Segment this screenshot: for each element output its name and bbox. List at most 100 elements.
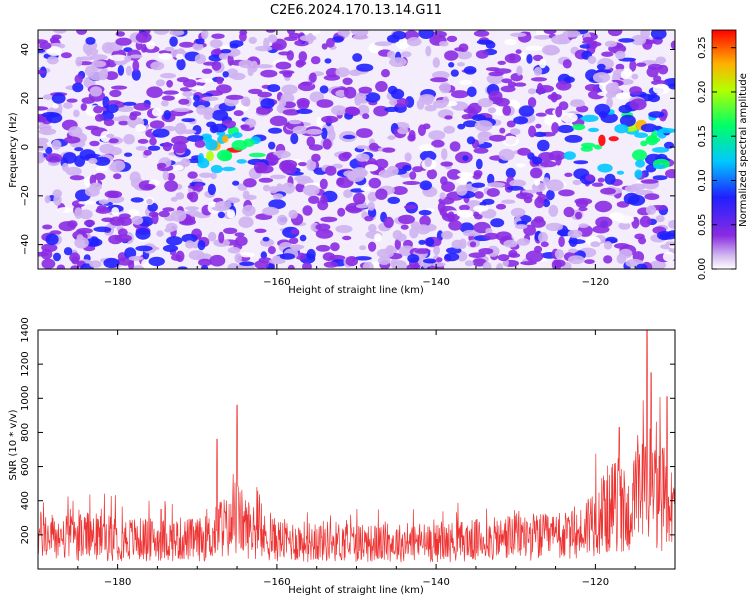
- spectrogram-cell: [441, 230, 453, 240]
- spectrogram-cell: [260, 69, 278, 78]
- spectrogram-cell: [173, 164, 184, 171]
- spectrogram-cell: [463, 120, 478, 128]
- spectrogram-cell: [239, 252, 255, 258]
- spectrogram-cell: [456, 50, 472, 60]
- spectrogram-cell: [41, 111, 60, 118]
- spectrogram-cell: [546, 179, 564, 192]
- spectrogram-cell: [558, 101, 569, 111]
- snr-x-axis: −180 −160 −140 −120: [37, 330, 676, 588]
- spectrogram-cell: [68, 126, 83, 137]
- spectrogram-cell: [519, 52, 526, 60]
- spectrogram-cell: [268, 199, 286, 210]
- spectrogram-cell: [391, 260, 408, 269]
- spectrogram-cell: [616, 201, 630, 208]
- spectrogram-cell: [233, 110, 244, 117]
- spectrogram-cell: [550, 91, 558, 103]
- spectrogram-cell: [130, 197, 144, 203]
- spectrogram-cell: [418, 124, 426, 136]
- spectrogram-cell: [177, 266, 188, 269]
- spectrogram-cell: [57, 207, 74, 213]
- spectrogram-cell: [255, 64, 273, 69]
- spectrogram-cell: [175, 192, 185, 200]
- spectrogram-cell: [104, 190, 120, 198]
- spectrogram-cell: [181, 129, 197, 134]
- spectrogram-cell: [485, 67, 500, 72]
- spectrogram-cell: [443, 125, 456, 134]
- spectrogram-cell: [137, 138, 149, 144]
- spectrogram-cell: [533, 131, 547, 137]
- spectrogram-cell: [153, 30, 170, 35]
- spectrogram-cell: [195, 38, 205, 45]
- spectrogram-cell: [539, 58, 547, 69]
- spectrogram-cell: [151, 107, 162, 117]
- spectrogram-cell: [587, 55, 597, 64]
- spectrogram-cell: [576, 105, 589, 113]
- spectrogram-cell: [532, 156, 543, 165]
- spectrogram-cell: [179, 41, 195, 48]
- spectrogram-cell: [267, 246, 276, 255]
- spectrogram-cell: [231, 140, 248, 151]
- spectrogram-cell: [102, 96, 110, 109]
- spectrogram-cell: [473, 205, 489, 212]
- spectrogram-cell: [72, 82, 84, 93]
- spectrogram-cell: [516, 192, 534, 200]
- spectrogram-cell: [319, 85, 329, 94]
- spectrogram-cell: [389, 98, 398, 106]
- spectrogram-cell: [114, 234, 132, 242]
- spectrogram-cell: [369, 142, 379, 151]
- spectrogram-cell: [439, 192, 446, 200]
- spectrogram-cell: [129, 171, 141, 184]
- spectrogram-cell: [554, 249, 565, 260]
- spectrogram-cell: [183, 79, 197, 88]
- spectrogram-cell: [207, 183, 216, 196]
- spectrogram-cell: [270, 174, 286, 180]
- spectrogram-cell: [594, 103, 611, 116]
- spectrogram-cell: [397, 127, 409, 135]
- spectrogram-cell: [395, 38, 410, 50]
- spectrogram-cell: [573, 160, 589, 165]
- spectrogram-cell: [269, 115, 288, 127]
- spectrogram-cell: [472, 114, 486, 122]
- spectrogram-cell: [107, 100, 121, 105]
- spectrogram-cell: [311, 153, 321, 162]
- spectrogram-cell: [123, 101, 137, 106]
- spectrogram-cell: [528, 125, 537, 138]
- spectrogram-cell: [419, 94, 435, 103]
- spectrogram-cell: [117, 65, 125, 76]
- snr-x-tick-label: −140: [422, 577, 449, 588]
- spectrogram-cell: [143, 183, 156, 190]
- spectrogram-cell: [319, 178, 328, 190]
- spectrogram-cell: [652, 175, 668, 181]
- spectrogram-cell: [149, 137, 157, 146]
- spectrogram-cell: [135, 32, 152, 43]
- spectrogram-cell: [663, 141, 675, 149]
- spectrogram-cell: [103, 257, 120, 269]
- spectrogram-cell: [647, 94, 658, 99]
- spectrogram-cell: [328, 129, 336, 141]
- spectrogram-cell: [376, 248, 394, 259]
- spectrogram-cell: [194, 182, 204, 192]
- spectrogram-cell: [584, 84, 599, 92]
- spectrogram-cell: [564, 134, 583, 143]
- spectrogram-cell: [472, 172, 482, 180]
- snr-x-tick-label: −120: [582, 577, 609, 588]
- spectrogram-cell: [109, 147, 123, 156]
- spectrogram-cell: [302, 205, 313, 216]
- spectrogram-cell: [162, 244, 179, 252]
- spectrogram-cell: [419, 215, 431, 227]
- spectrogram-cell: [615, 92, 631, 100]
- spectrogram-cell: [287, 264, 295, 269]
- spectrogram-cell: [509, 128, 521, 136]
- spectrogram-cell: [118, 120, 129, 126]
- spectrogram-cell: [545, 222, 563, 232]
- colorbar-gradient: [711, 29, 737, 270]
- spectrogram-cell: [166, 236, 183, 246]
- spectrogram-cell: [535, 123, 542, 129]
- spectrogram-cell: [51, 139, 62, 150]
- spectrogram-cell: [103, 118, 115, 127]
- spectrogram-cell: [150, 61, 165, 71]
- spectrogram-cell: [425, 237, 435, 247]
- spectrogram-cell: [355, 153, 370, 162]
- spectrogram-cell: [276, 214, 288, 226]
- spectrogram-cell: [515, 224, 528, 230]
